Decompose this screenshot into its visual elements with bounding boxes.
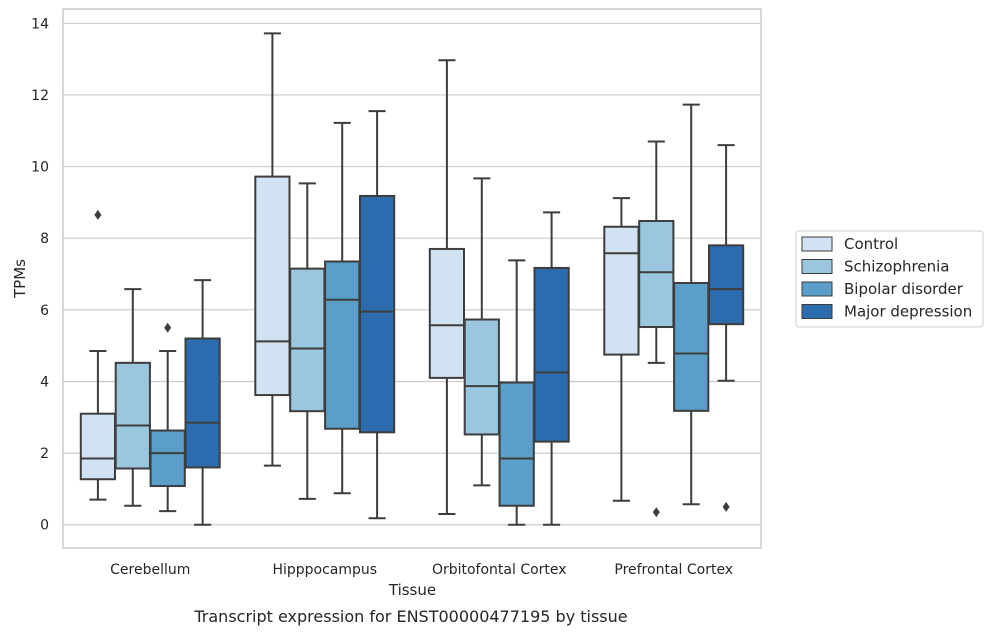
box-iqr <box>533 266 570 443</box>
box-iqr <box>673 281 710 412</box>
legend-label: Major depression <box>844 303 972 321</box>
x-tick-labels: Cerebellum Hipppocampus Orbitofontal Corte… <box>110 562 733 578</box>
legend-swatch <box>801 236 833 252</box>
box-iqr <box>184 337 221 469</box>
box-bipolar-disorder <box>149 322 186 513</box>
y-tick-label: 0 <box>40 518 49 534</box>
plot-frame <box>62 8 762 549</box>
box-major-depression <box>533 211 570 526</box>
y-tick-label: 6 <box>40 303 49 319</box>
box-iqr <box>638 220 675 329</box>
box-iqr <box>114 361 151 470</box>
y-tick-label: 4 <box>40 374 49 390</box>
chart-caption: Transcript expression for ENST0000047719… <box>193 607 627 626</box>
x-tick-label: Cerebellum <box>110 562 190 578</box>
box-iqr <box>289 267 326 413</box>
box-iqr <box>324 260 361 430</box>
box-iqr <box>428 247 466 379</box>
box-bipolar-disorder <box>498 259 535 526</box>
box-major-depression <box>358 110 396 520</box>
box-bipolar-disorder <box>324 121 361 495</box>
box-major-depression <box>184 279 221 526</box>
legend: Control Schizophrenia Bipolar disorder Majo… <box>795 230 984 328</box>
y-tick-label: 2 <box>40 446 49 462</box>
box-schizophrenia <box>114 288 151 507</box>
box-control <box>254 32 291 467</box>
outlier-marker <box>164 322 172 333</box>
box-control <box>603 197 640 502</box>
legend-frame <box>795 230 984 328</box>
box-iqr <box>149 429 186 488</box>
box-iqr <box>498 381 535 507</box>
legend-swatch <box>801 281 833 297</box>
box-schizophrenia <box>289 182 326 500</box>
box-iqr <box>603 225 640 356</box>
y-tick-label: 12 <box>31 88 49 104</box>
box-plot-groups <box>79 32 745 526</box>
y-tick-label: 10 <box>31 160 49 176</box>
box-major-depression <box>707 144 745 512</box>
y-tick-label: 8 <box>40 231 49 247</box>
box-iqr <box>358 194 396 434</box>
outlier-marker <box>652 507 660 518</box>
y-axis-label: TPMs <box>11 259 29 299</box>
box-iqr <box>79 412 117 481</box>
legend-swatch <box>801 259 833 274</box>
y-tick-labels: 0 2 4 6 8 10 12 14 <box>31 16 49 533</box>
legend-swatch <box>801 304 833 319</box>
outlier-marker <box>94 209 102 220</box>
box-schizophrenia <box>463 177 500 487</box>
legend-label: Bipolar disorder <box>844 280 964 298</box>
box-iqr <box>707 244 745 326</box>
legend-label: Schizophrenia <box>844 258 949 276</box>
box-control <box>428 59 466 515</box>
box-control <box>79 209 117 501</box>
box-schizophrenia <box>638 140 675 518</box>
box-iqr <box>254 175 291 397</box>
outlier-marker <box>722 501 730 512</box>
legend-label: Control <box>844 235 898 253</box>
x-tick-label: Prefrontal Cortex <box>614 562 733 578</box>
x-tick-label: Orbitofontal Cortex <box>432 562 567 578</box>
box-iqr <box>463 318 500 436</box>
x-tick-label: Hipppocampus <box>272 562 377 578</box>
y-tick-label: 14 <box>31 16 49 32</box>
x-axis-label: Tissue <box>388 581 436 599</box>
box-bipolar-disorder <box>673 103 710 506</box>
